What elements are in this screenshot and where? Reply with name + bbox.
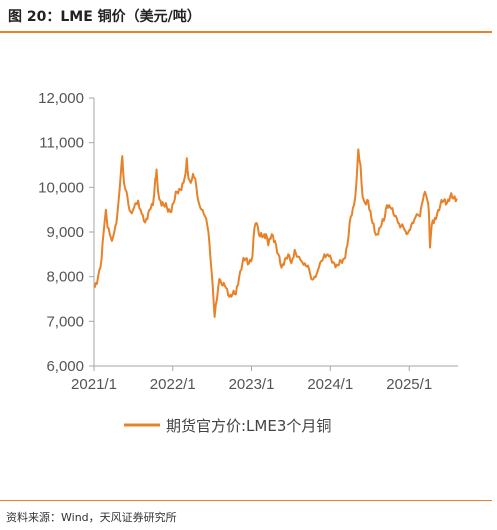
title-divider	[0, 31, 492, 33]
legend: 期货官方价:LME3个月铜	[124, 417, 331, 435]
x-axis: 2021/1 2022/1 2023/1 2024/1 2025/1	[71, 365, 458, 393]
y-tick-label: 9,000	[46, 224, 84, 241]
y-tick-label: 12,000	[38, 90, 84, 107]
y-tick-label: 11,000	[39, 135, 84, 152]
legend-label-series-1: 期货官方价:LME3个月铜	[166, 417, 331, 435]
y-tick-label: 8,000	[46, 269, 84, 286]
x-tick-label: 2022/1	[150, 376, 196, 393]
chart-area: 6,000 7,000 8,000 9,000 10,000 11,000 12,000 2…	[38, 90, 458, 435]
footer-divider	[0, 500, 492, 501]
y-tick-label: 6,000	[46, 358, 84, 375]
series-group	[93, 148, 458, 318]
x-tick-label: 2023/1	[229, 376, 275, 393]
x-tick-label: 2025/1	[386, 376, 432, 393]
y-tick-label: 7,000	[46, 313, 84, 330]
figure-title: 图 20：LME 铜价（美元/吨）	[8, 9, 201, 25]
x-tick-label: 2024/1	[307, 376, 353, 393]
source-note: 资料来源：Wind，天风证券研究所	[6, 511, 177, 524]
y-tick-label: 10,000	[38, 179, 84, 196]
x-tick-label: 2021/1	[71, 376, 117, 393]
series-line-1	[93, 148, 458, 318]
y-axis: 6,000 7,000 8,000 9,000 10,000 11,000 12,000	[38, 90, 95, 375]
